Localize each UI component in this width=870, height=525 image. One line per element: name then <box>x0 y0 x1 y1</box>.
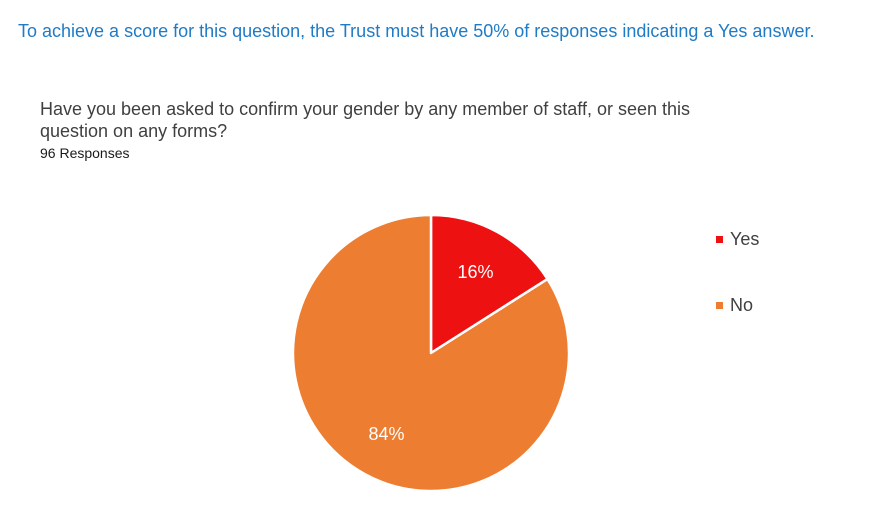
response-count: 96 Responses <box>40 145 130 161</box>
legend-item-no: No <box>716 294 759 316</box>
data-label-no: 84% <box>368 424 404 444</box>
legend-label-no: No <box>730 294 754 315</box>
legend-swatch-no <box>716 301 723 309</box>
data-label-yes: 16% <box>458 262 494 282</box>
score-requirement-note: To achieve a score for this question, th… <box>18 21 815 41</box>
legend-item-yes: Yes <box>716 228 759 250</box>
pie-slice-yes <box>429 213 549 355</box>
legend-swatch-yes <box>716 235 723 243</box>
pie-slice-no <box>291 213 571 493</box>
legend-label-yes: Yes <box>730 228 760 249</box>
chart-legend: Yes No <box>716 228 759 360</box>
survey-question-title: Have you been asked to confirm your gend… <box>40 99 691 141</box>
